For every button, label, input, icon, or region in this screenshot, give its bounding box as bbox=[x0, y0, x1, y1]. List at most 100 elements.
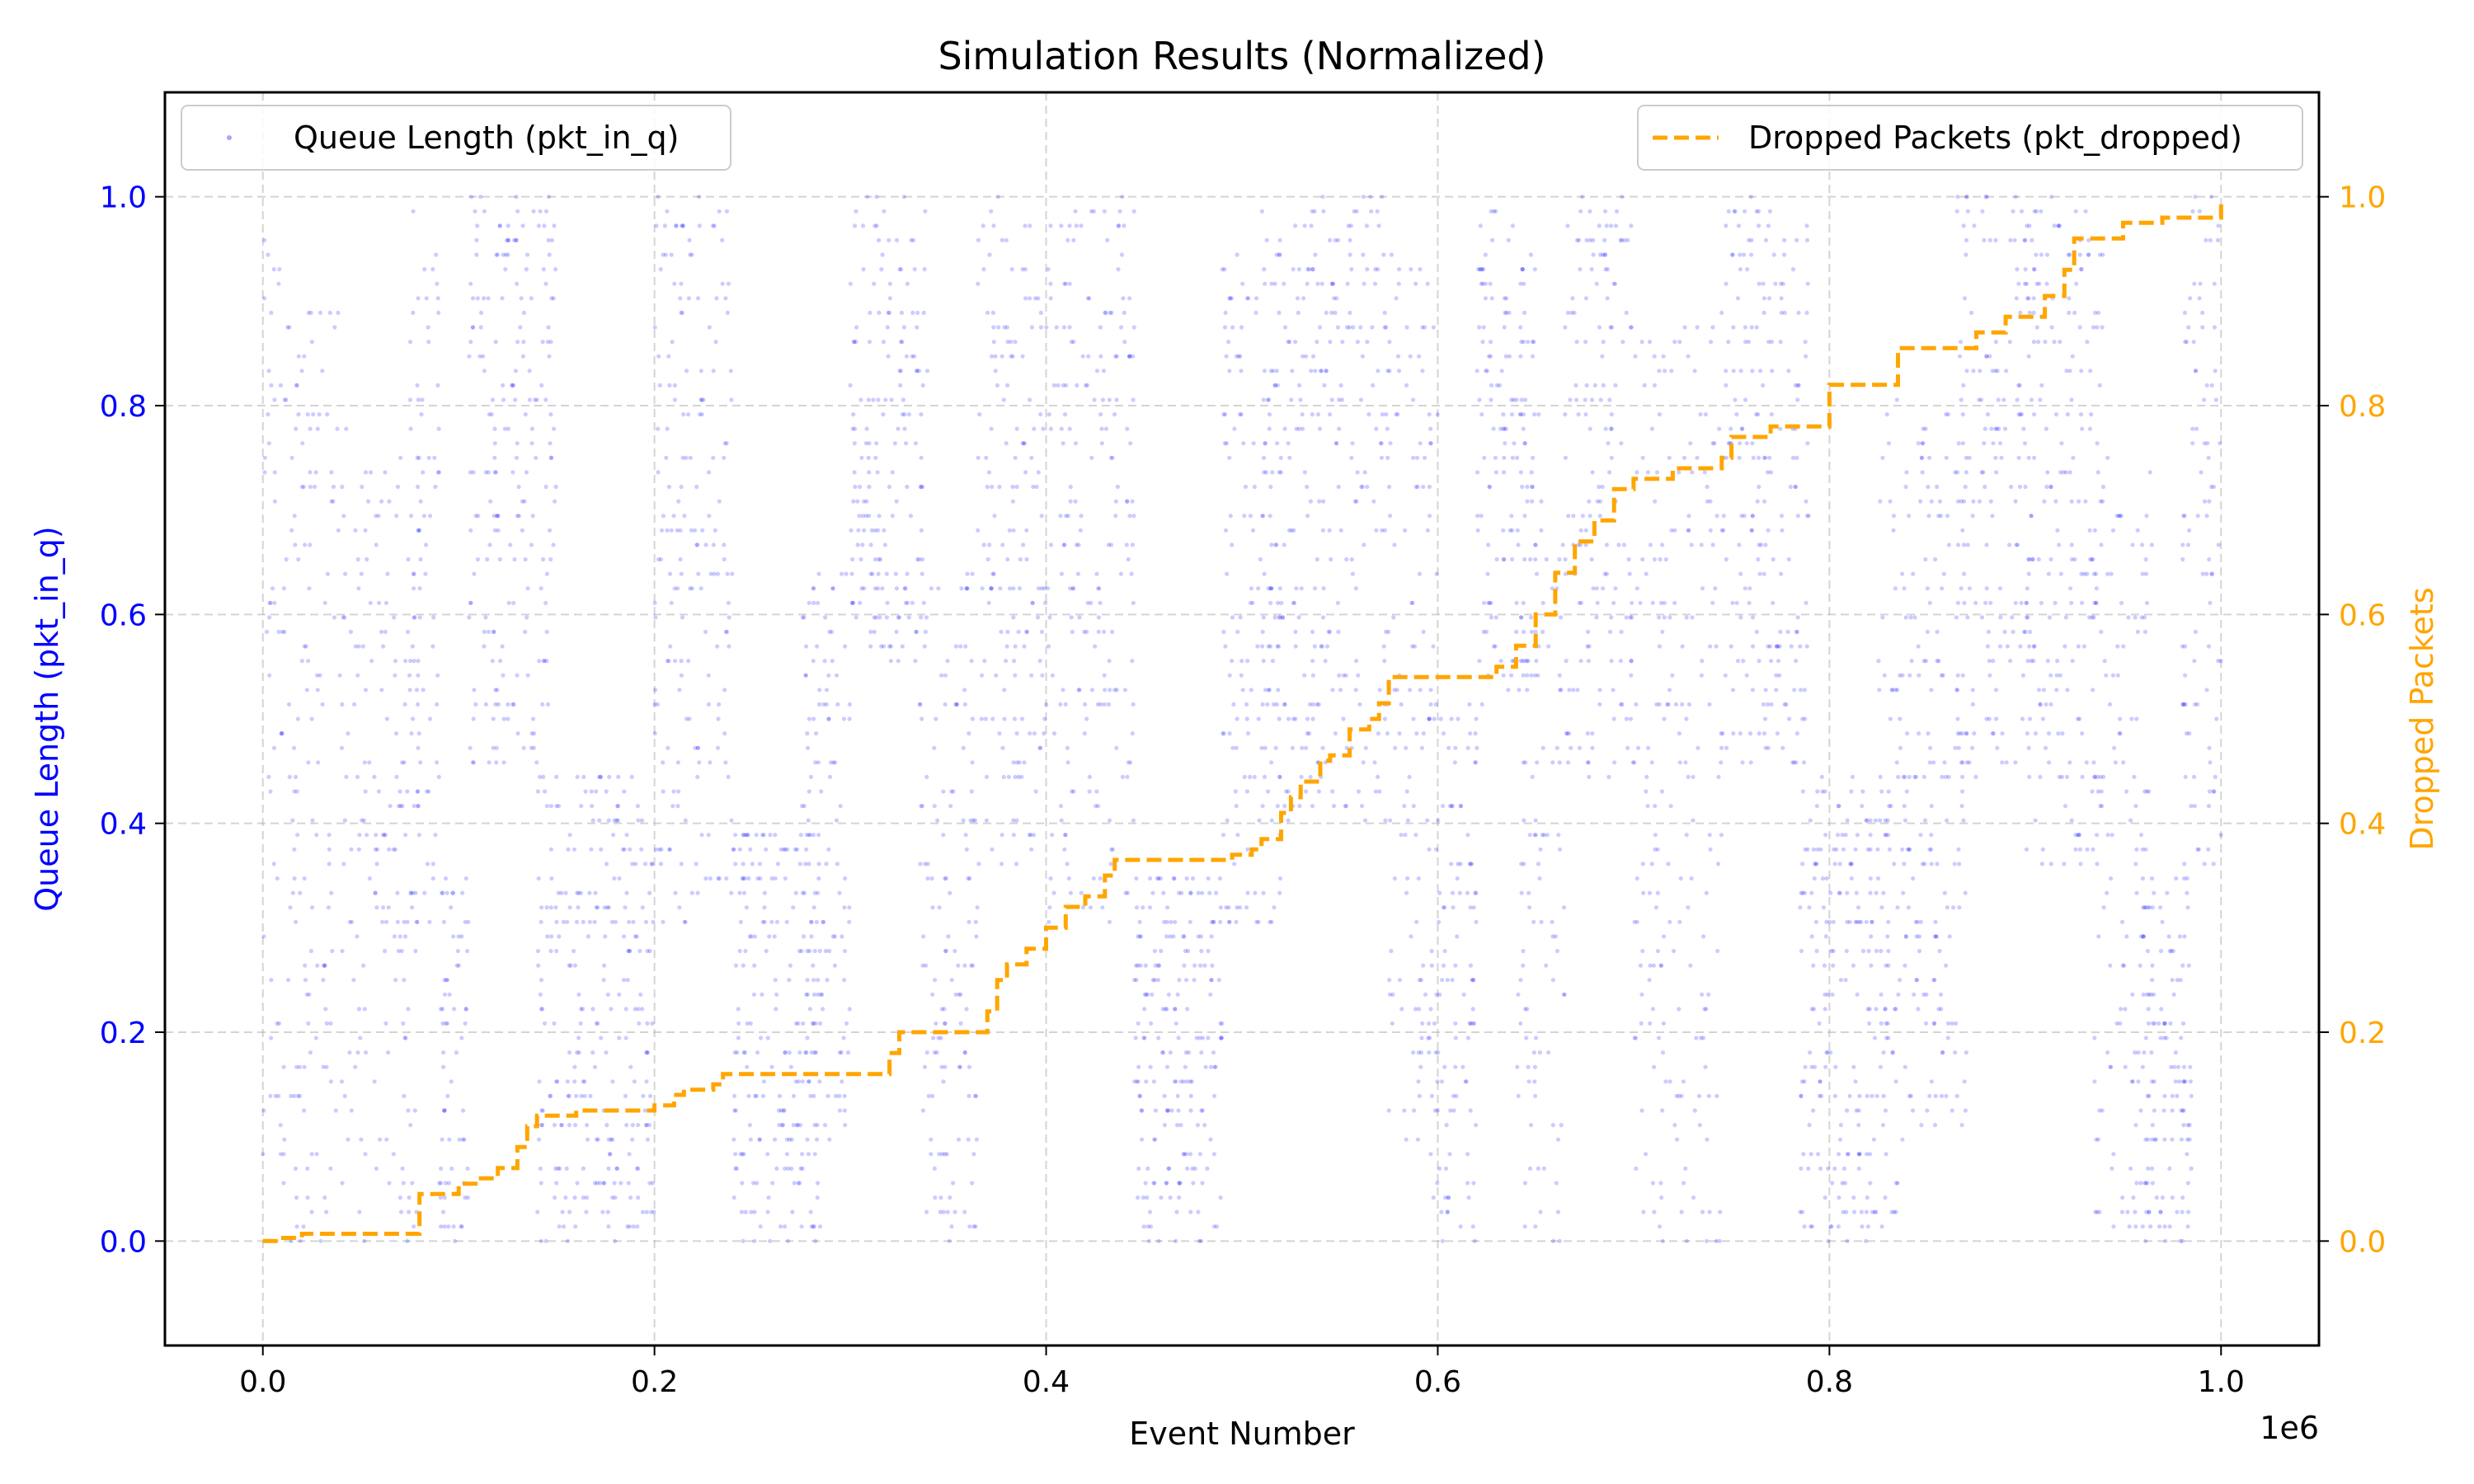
queue-length-point bbox=[1031, 833, 1037, 838]
queue-length-point bbox=[1749, 325, 1754, 330]
queue-length-point bbox=[1414, 731, 1419, 736]
queue-length-point bbox=[2184, 731, 2189, 736]
queue-length-point bbox=[1804, 310, 1809, 315]
queue-length-point bbox=[1396, 369, 1402, 373]
queue-length-point bbox=[1501, 426, 1506, 431]
queue-length-point bbox=[543, 209, 549, 214]
queue-length-point bbox=[418, 556, 423, 562]
queue-length-point bbox=[1304, 745, 1309, 750]
queue-length-point bbox=[2077, 833, 2081, 838]
queue-length-point bbox=[1587, 499, 1592, 504]
queue-length-point bbox=[850, 600, 855, 605]
queue-length-point bbox=[1955, 716, 1960, 721]
queue-length-point bbox=[567, 1050, 572, 1055]
queue-length-point bbox=[1538, 1209, 1543, 1214]
queue-length-point bbox=[1717, 426, 1722, 431]
queue-length-point bbox=[277, 267, 282, 272]
queue-length-point bbox=[741, 876, 745, 881]
queue-length-point bbox=[1782, 237, 1787, 242]
queue-length-point bbox=[2193, 702, 2198, 707]
queue-length-point bbox=[1883, 1195, 1888, 1200]
queue-length-point bbox=[1743, 340, 1748, 345]
queue-length-point bbox=[1252, 774, 1257, 780]
queue-length-point bbox=[1491, 426, 1496, 431]
queue-length-point bbox=[1080, 354, 1085, 359]
queue-length-point bbox=[2044, 484, 2049, 490]
queue-length-point bbox=[1501, 412, 1506, 417]
queue-length-point bbox=[1993, 688, 1999, 693]
queue-length-point bbox=[832, 963, 838, 968]
queue-length-point bbox=[1710, 542, 1715, 547]
queue-length-point bbox=[2100, 804, 2105, 809]
queue-length-point bbox=[1529, 673, 1534, 678]
queue-length-point bbox=[939, 673, 944, 678]
queue-length-point bbox=[1719, 745, 1724, 750]
queue-length-point bbox=[2132, 774, 2137, 780]
queue-length-point bbox=[342, 818, 347, 823]
queue-length-point bbox=[1597, 514, 1602, 519]
queue-length-point bbox=[482, 369, 487, 373]
queue-length-point bbox=[934, 1050, 939, 1055]
queue-length-point bbox=[984, 455, 989, 460]
queue-length-point bbox=[613, 919, 618, 924]
queue-length-point bbox=[1527, 833, 1532, 838]
queue-length-point bbox=[549, 876, 554, 881]
queue-length-point bbox=[2054, 688, 2059, 693]
queue-length-point bbox=[1020, 441, 1025, 446]
queue-length-point bbox=[1070, 789, 1075, 794]
queue-length-point bbox=[1232, 426, 1237, 431]
queue-length-point bbox=[1898, 978, 1903, 983]
queue-length-point bbox=[460, 890, 465, 895]
queue-length-point bbox=[534, 760, 539, 765]
queue-length-point bbox=[1550, 1238, 1556, 1243]
queue-length-point bbox=[1469, 862, 1475, 866]
queue-length-point bbox=[2129, 716, 2134, 721]
queue-length-point bbox=[1633, 354, 1638, 359]
queue-length-point bbox=[1432, 1108, 1437, 1113]
queue-length-point bbox=[1720, 731, 1725, 736]
queue-length-point bbox=[2142, 905, 2147, 910]
queue-length-point bbox=[997, 484, 1002, 490]
queue-length-point bbox=[813, 1238, 818, 1243]
queue-length-point bbox=[1945, 905, 1950, 910]
queue-length-point bbox=[1524, 1036, 1529, 1040]
queue-length-point bbox=[605, 1209, 610, 1214]
queue-length-point bbox=[279, 731, 284, 736]
queue-length-point bbox=[624, 890, 629, 895]
queue-length-point bbox=[1472, 1021, 1477, 1026]
queue-length-point bbox=[910, 237, 916, 242]
queue-length-point bbox=[1757, 484, 1761, 490]
queue-length-point bbox=[1530, 774, 1535, 780]
queue-length-point bbox=[2189, 1166, 2194, 1171]
queue-length-point bbox=[736, 1021, 741, 1026]
queue-length-point bbox=[393, 731, 399, 736]
queue-length-point bbox=[908, 514, 914, 519]
queue-length-point bbox=[1084, 383, 1090, 387]
queue-length-point bbox=[573, 1123, 578, 1128]
queue-length-point bbox=[2077, 833, 2082, 838]
queue-length-point bbox=[872, 528, 877, 533]
queue-length-point bbox=[412, 804, 416, 809]
queue-length-point bbox=[540, 1007, 545, 1012]
queue-length-point bbox=[1918, 919, 1923, 924]
queue-length-point bbox=[2195, 702, 2200, 707]
queue-length-point bbox=[2180, 1195, 2185, 1200]
queue-length-point bbox=[1413, 281, 1418, 286]
queue-length-point bbox=[1518, 978, 1523, 983]
queue-length-point bbox=[844, 571, 849, 576]
queue-length-point bbox=[1751, 455, 1756, 460]
queue-length-point bbox=[1004, 237, 1009, 242]
queue-length-point bbox=[574, 1093, 579, 1098]
queue-length-point bbox=[993, 354, 998, 359]
queue-length-point bbox=[1738, 267, 1743, 272]
queue-length-point bbox=[1127, 354, 1132, 359]
queue-length-point bbox=[410, 905, 415, 910]
queue-length-point bbox=[1108, 542, 1114, 547]
queue-length-point bbox=[630, 1137, 635, 1142]
queue-length-point bbox=[597, 818, 602, 823]
queue-length-point bbox=[1032, 426, 1037, 431]
queue-length-point bbox=[839, 1050, 844, 1055]
queue-length-point bbox=[531, 209, 536, 214]
queue-length-point bbox=[1526, 1079, 1531, 1084]
queue-length-point bbox=[1691, 818, 1696, 823]
